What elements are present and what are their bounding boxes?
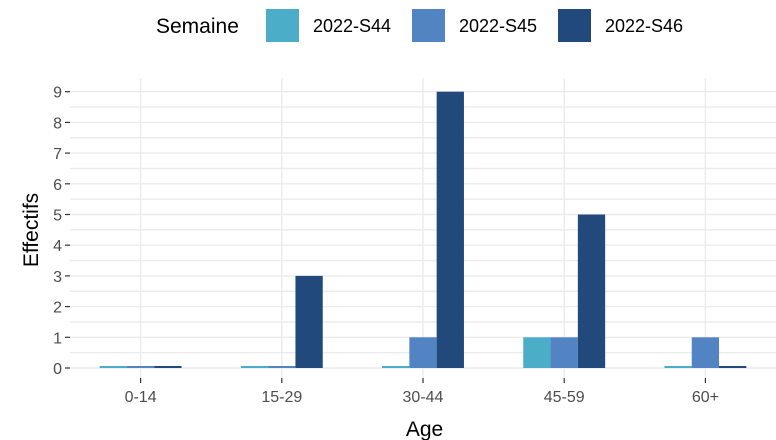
legend-swatch-1	[266, 9, 299, 42]
x-tick-label: 60+	[692, 389, 719, 406]
bar-30-44-2022-S45	[409, 337, 437, 368]
x-axis-title: Age	[406, 418, 443, 440]
bar-0-14-2022-S44	[99, 366, 127, 368]
y-tick-label: 8	[53, 115, 62, 132]
y-axis-title: Effectifs	[20, 193, 43, 267]
y-tick-label: 3	[53, 269, 62, 286]
x-tick-label: 0-14	[125, 389, 157, 406]
legend-entry-1: 2022-S44	[266, 9, 391, 42]
bars	[99, 91, 747, 368]
legend-title: Semaine	[156, 15, 239, 38]
tick-labels: 0 1 2 3 4 5 6 7 8 9 0-14 15-29 30-44 45-59 60+	[53, 85, 719, 406]
y-tick-label: 2	[53, 300, 62, 317]
bar-45-59-2022-S44	[523, 337, 551, 368]
bar-15-29-2022-S46	[295, 275, 323, 368]
legend-label-1: 2022-S44	[313, 16, 391, 36]
bar-60+-2022-S45	[691, 337, 720, 368]
legend-swatch-2	[412, 9, 445, 42]
bar-15-29-2022-S44	[240, 366, 269, 368]
x-tick-label: 15-29	[261, 389, 302, 406]
bar-0-14-2022-S45	[126, 366, 155, 368]
legend-swatch-3	[558, 9, 591, 42]
y-tick-label: 4	[53, 238, 62, 255]
y-tick-label: 5	[53, 208, 62, 225]
y-tick-label: 7	[53, 146, 62, 163]
x-tick-label: 45-59	[544, 389, 585, 406]
bar-15-29-2022-S45	[268, 366, 296, 368]
bar-45-59-2022-S45	[550, 337, 578, 368]
bar-30-44-2022-S44	[382, 366, 410, 368]
y-tick-label: 1	[53, 330, 62, 347]
bar-60+-2022-S44	[664, 366, 692, 368]
x-tick-label: 30-44	[403, 389, 444, 406]
gridlines	[70, 78, 776, 378]
y-tick-label: 0	[53, 361, 62, 378]
y-tick-label: 6	[53, 177, 62, 194]
legend-label-3: 2022-S46	[605, 16, 683, 36]
legend-entry-3: 2022-S46	[558, 9, 683, 42]
legend-entry-2: 2022-S45	[412, 9, 537, 42]
bar-30-44-2022-S46	[436, 91, 464, 368]
y-tick-label: 9	[53, 85, 62, 102]
legend-label-2: 2022-S45	[459, 16, 537, 36]
axis-ticks	[65, 91, 707, 383]
bar-0-14-2022-S46	[154, 366, 182, 368]
bar-45-59-2022-S46	[577, 214, 606, 368]
bar-60+-2022-S46	[719, 366, 747, 368]
legend: Semaine 2022-S44 2022-S45 2022-S46	[156, 9, 683, 42]
